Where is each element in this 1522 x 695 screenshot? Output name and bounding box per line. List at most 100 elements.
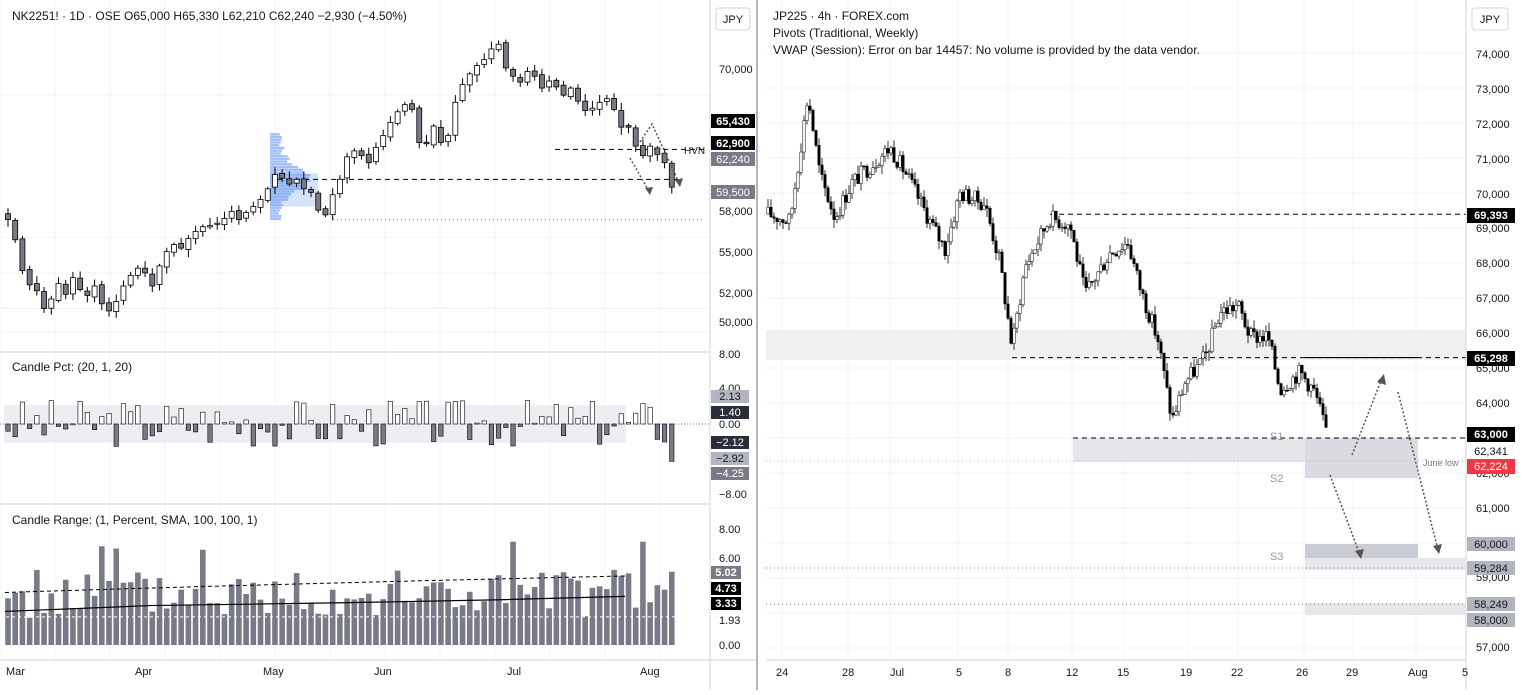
candle-body: [1024, 264, 1028, 279]
candle: [163, 247, 170, 274]
candle-body: [517, 77, 524, 83]
candle: [517, 73, 524, 87]
candle: [1063, 222, 1067, 234]
candle-body: [1141, 289, 1145, 294]
right-time-tick: 28: [842, 667, 854, 679]
profile-bar: [270, 209, 280, 212]
candle-body: [1297, 365, 1301, 384]
candle: [510, 67, 516, 82]
pivot-zone-below: [1305, 558, 1465, 570]
range-bar: [228, 584, 235, 645]
candle: [387, 116, 394, 142]
pct-bar: [662, 423, 668, 443]
candle-body: [1135, 263, 1139, 271]
range-tag: 4.73: [715, 583, 736, 595]
candle-body: [1183, 383, 1187, 395]
pct-bar: [366, 409, 372, 425]
candle-body: [1057, 219, 1061, 228]
candle-body: [886, 148, 890, 154]
candle-body: [272, 174, 278, 188]
candle: [772, 212, 776, 224]
right-price-tick: 67,000: [1476, 293, 1510, 305]
candle: [1174, 405, 1178, 417]
candle: [937, 222, 941, 250]
pct-bar: [12, 423, 18, 438]
candle-body: [55, 283, 62, 301]
candle: [1273, 343, 1277, 370]
right-price-tick: 68,000: [1476, 258, 1510, 270]
profile-bar: [270, 163, 292, 166]
candle-body: [784, 222, 788, 224]
range-bar: [62, 579, 69, 645]
candle-body: [793, 188, 797, 209]
candle: [1282, 386, 1286, 398]
right-tag-text: 65,298: [1474, 353, 1508, 365]
range-bar: [596, 586, 603, 645]
candle: [1102, 262, 1106, 271]
pct-bar: [164, 406, 170, 425]
candle: [221, 211, 228, 231]
candle: [430, 123, 437, 149]
hvn-label: HVN: [684, 146, 705, 157]
right-tag-62224: 62,224: [1467, 459, 1515, 474]
pct-bar: [106, 413, 112, 425]
range-bar: [402, 600, 408, 645]
candle-body: [207, 225, 213, 228]
candle: [943, 240, 947, 260]
candle: [910, 168, 914, 184]
profile-bar: [270, 152, 281, 155]
pct-bar: [474, 422, 480, 425]
candle: [892, 140, 896, 163]
candle-body: [438, 127, 444, 143]
candle-body: [1084, 276, 1088, 288]
candle-body: [970, 200, 974, 204]
candle: [62, 279, 69, 300]
range-bar: [380, 599, 386, 645]
candle: [1042, 228, 1046, 239]
candle-body: [790, 208, 794, 215]
pct-bar: [120, 403, 126, 425]
candle: [934, 216, 938, 227]
candle-body: [1309, 384, 1313, 392]
pct-bar: [633, 412, 639, 425]
price-tag-62900: 62,900: [711, 136, 755, 150]
candle: [127, 271, 134, 289]
candle: [416, 105, 423, 149]
profile-bar: [270, 206, 282, 210]
candle-body: [1045, 226, 1049, 232]
candle: [1183, 380, 1187, 395]
right-currency-button[interactable]: JPY: [1471, 7, 1509, 31]
candle-body: [192, 231, 199, 240]
pct-bar: [265, 423, 271, 433]
candle-body: [1267, 331, 1271, 341]
candle-body: [931, 218, 935, 223]
range-bar: [26, 617, 33, 645]
candle: [120, 280, 127, 305]
candle-body: [279, 172, 286, 179]
candle: [286, 171, 293, 187]
pct-bar: [99, 416, 105, 425]
candle: [250, 201, 257, 216]
range-bar: [445, 588, 451, 645]
range-bar: [113, 548, 120, 645]
range-bar: [423, 586, 430, 645]
candle-body: [1180, 394, 1184, 396]
pct-bar: [92, 423, 98, 431]
range-bar: [48, 593, 55, 645]
candle: [931, 215, 935, 226]
candle: [344, 152, 351, 184]
candle: [351, 148, 358, 165]
candle-body: [1222, 307, 1226, 313]
candle: [1147, 309, 1151, 325]
right-time-tick: 12: [1066, 667, 1078, 679]
pct-bar: [5, 423, 11, 432]
candle: [1180, 389, 1184, 396]
left-currency-button[interactable]: JPY: [715, 7, 751, 31]
candle-body: [560, 84, 567, 96]
candle-body: [1258, 336, 1262, 343]
candle-body: [1099, 264, 1103, 273]
pct-axis-tick: −8.00: [719, 489, 747, 501]
candle-body: [1204, 351, 1208, 354]
right-time-tick: Aug: [1408, 667, 1428, 679]
